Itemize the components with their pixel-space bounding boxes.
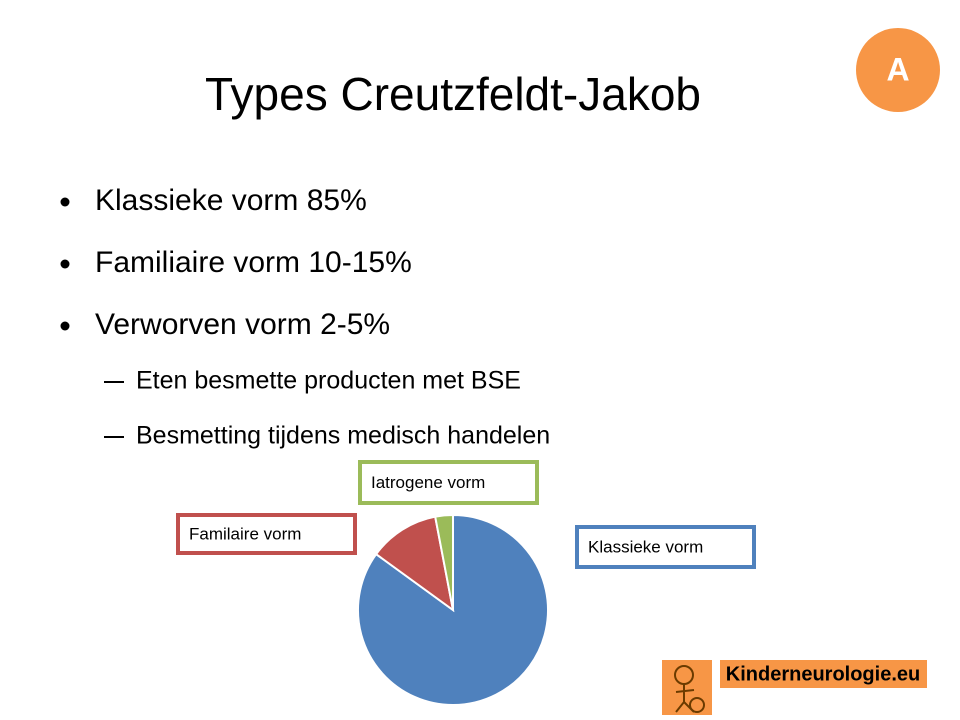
badge-label: A (886, 51, 909, 87)
badge (856, 28, 940, 112)
slice-label: Klassieke vorm (588, 537, 703, 556)
bullet-dot (60, 321, 70, 331)
bullet-text: Verworven vorm 2-5% (95, 308, 390, 341)
slice-label: Iatrogene vorm (371, 473, 485, 492)
pie-slice (374, 515, 455, 613)
bullet-dot (60, 197, 70, 207)
sub-bullet-text: Besmetting tijdens medisch handelen (136, 422, 550, 450)
logo-text: Kinderneurologie.eu (726, 663, 920, 685)
bullet-dot (60, 259, 70, 269)
slice-label: Familaire vorm (189, 524, 301, 543)
label-box (176, 513, 357, 555)
bullet-text: Familiaire vorm 10-15% (95, 246, 412, 279)
slide-title: Types Creutzfeldt-Jakob (205, 68, 701, 120)
sub-bullet-text: Eten besmette producten met BSE (136, 367, 521, 395)
label-box (358, 460, 539, 505)
bullet-text: Klassieke vorm 85% (95, 184, 367, 217)
label-box (575, 525, 756, 569)
logo-bg (720, 660, 927, 688)
pie-slice (434, 513, 454, 611)
logo-icon (662, 660, 712, 715)
